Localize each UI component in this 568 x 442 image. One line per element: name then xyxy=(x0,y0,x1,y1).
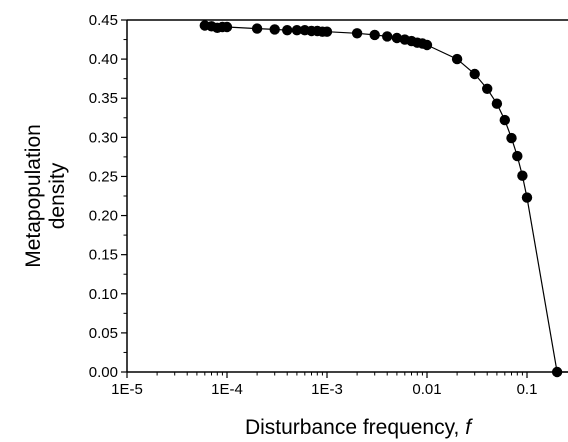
y-tick-label: 0.25 xyxy=(89,168,118,185)
x-ticks: 1E-5 1E-4 1E-3 0.01 0.1 xyxy=(111,372,558,398)
y-tick-label: 0.30 xyxy=(89,129,118,146)
data-point xyxy=(551,366,563,378)
data-point xyxy=(491,98,503,109)
data-point xyxy=(351,28,363,39)
y-tick-label: 0.05 xyxy=(89,325,118,342)
data-point xyxy=(291,25,303,36)
x-tick-label: 1E-3 xyxy=(311,381,343,398)
y-axis-title-line1: Metapopulation xyxy=(22,124,45,268)
data-point xyxy=(421,39,433,51)
data-point xyxy=(482,83,493,95)
data-point xyxy=(282,25,293,36)
y-tick-label: 0.45 xyxy=(89,12,118,29)
x-axis-title: Disturbance frequency, f xyxy=(245,416,473,439)
x-tick-label: 0.1 xyxy=(517,381,538,398)
data-point xyxy=(321,26,333,37)
data-point xyxy=(469,68,480,80)
data-point xyxy=(382,31,393,42)
y-tick-label: 0.20 xyxy=(89,208,118,225)
data-point xyxy=(221,21,233,33)
x-axis-title-symbol: f xyxy=(465,416,473,439)
y-tick-label: 0.40 xyxy=(89,51,118,68)
data-point xyxy=(251,23,263,34)
x-tick-label: 1E-4 xyxy=(211,381,243,398)
data-point xyxy=(269,24,280,35)
data-point xyxy=(512,150,523,162)
data-point xyxy=(451,53,463,65)
data-point xyxy=(499,114,510,126)
series-connector xyxy=(204,24,568,373)
x-tick-label: 1E-5 xyxy=(111,381,143,398)
y-axis-title-line2: density xyxy=(46,162,69,229)
y-tick-label: 0.15 xyxy=(89,247,118,264)
y-ticks: 0.00 0.05 0.10 0.15 0.20 0.25 0.30 0.35 0.40 0.45 xyxy=(89,12,127,381)
y-tick-label: 0.00 xyxy=(89,364,118,381)
data-point xyxy=(521,192,533,203)
y-tick-label: 0.10 xyxy=(89,286,118,303)
data-point xyxy=(391,32,403,44)
data-point xyxy=(506,132,517,144)
series-line xyxy=(204,24,568,373)
data-point xyxy=(517,170,528,181)
data-point xyxy=(369,29,380,41)
x-tick-label: 0.01 xyxy=(412,381,441,398)
x-axis-title-text: Disturbance frequency, xyxy=(245,416,465,439)
plot-frame xyxy=(126,19,568,373)
series-points xyxy=(199,20,563,378)
y-tick-label: 0.35 xyxy=(89,90,118,107)
